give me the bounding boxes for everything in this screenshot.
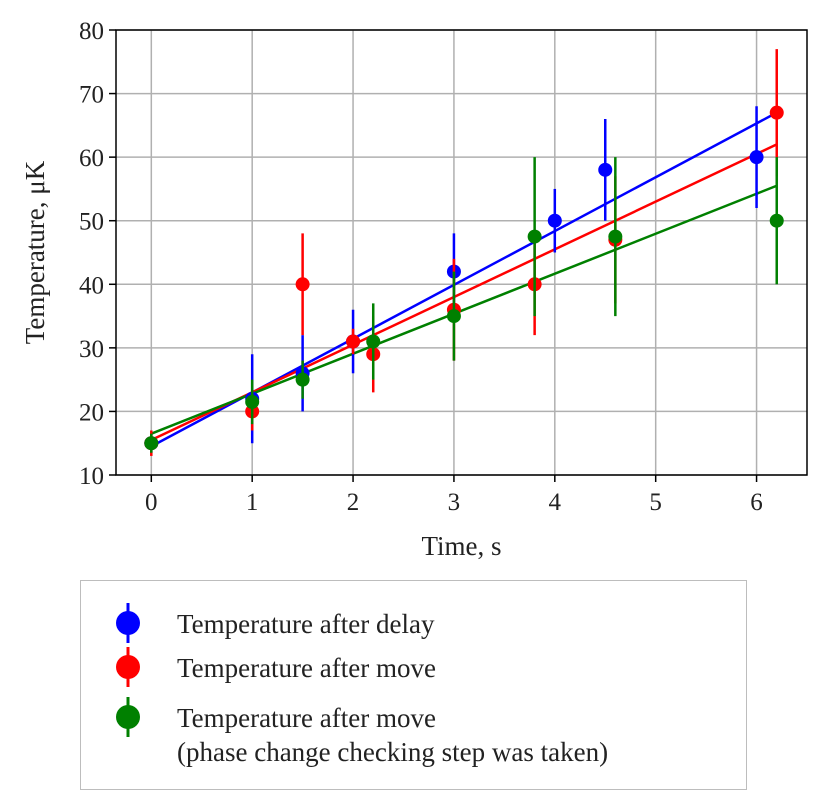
x-tick-label: 6 [750,489,763,516]
legend-label-delay: Temperature after delay [177,607,434,641]
y-tick-label: 60 [79,145,104,172]
data-point-series-2 [527,229,542,244]
data-point-series-0 [598,162,613,177]
legend: Temperature after delay Temperature afte… [80,580,747,790]
axis-ticks: 0 1 2 3 4 5 6 10 20 30 40 50 60 70 80 [79,18,763,516]
legend-entry-move-phase: Temperature after move (phase change che… [81,695,746,767]
legend-entry-move: Temperature after move [81,645,746,689]
y-tick-label: 10 [79,463,104,490]
x-tick-label: 5 [649,489,662,516]
data-point-series-0 [749,150,764,165]
x-tick-label: 1 [246,489,259,516]
legend-label-move: Temperature after move [177,651,436,685]
y-axis-label: Temperature, μK [20,160,50,344]
legend-marker-delay [116,603,140,643]
y-tick-label: 50 [79,209,104,236]
data-point-series-2 [295,372,310,387]
data-point-series-2 [446,309,461,324]
data-point-series-1 [346,334,361,349]
data-points [144,49,784,456]
data-point-series-1 [769,105,784,120]
data-point-series-2 [245,394,260,409]
x-tick-label: 4 [549,489,562,516]
legend-text-move-phase-note: (phase change checking step was taken) [177,737,609,767]
plot-frame [115,29,808,476]
legend-marker-move-phase [116,697,140,737]
data-point-series-2 [144,436,159,451]
legend-label-move-phase: Temperature after move (phase change che… [177,701,608,769]
legend-text-delay: Temperature after delay [177,609,435,639]
y-tick-label: 20 [79,399,104,426]
y-tick-label: 40 [79,272,104,299]
data-point-series-0 [547,213,562,228]
legend-marker-move [116,647,140,687]
data-point-series-2 [769,213,784,228]
data-point-series-1 [295,277,310,292]
legend-text-move: Temperature after move [177,653,436,683]
legend-entry-delay: Temperature after delay [81,601,746,645]
y-tick-label: 70 [79,82,104,109]
fit-line-series-2 [150,184,778,435]
legend-text-move-phase: Temperature after move [177,703,436,733]
data-point-series-2 [366,334,381,349]
x-tick-label: 0 [145,489,158,516]
x-tick-label: 3 [448,489,461,516]
y-tick-label: 30 [79,336,104,363]
x-axis-label: Time, s [421,531,501,561]
y-tick-label: 80 [79,18,104,45]
chart: 0 1 2 3 4 5 6 10 20 30 40 50 60 70 80 Time, s Temperat… [20,18,808,561]
x-tick-label: 2 [347,489,360,516]
data-point-series-2 [608,229,623,244]
fit-line-series-1 [150,143,778,442]
fit-lines [150,111,778,448]
